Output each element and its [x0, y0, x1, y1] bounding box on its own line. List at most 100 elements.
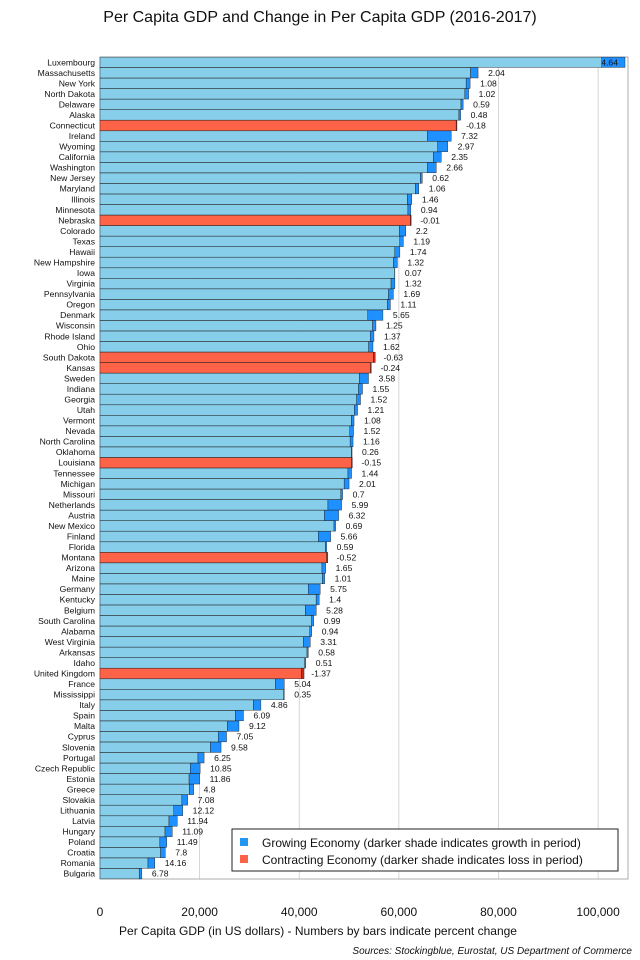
bar-growth-segment [305, 604, 317, 616]
category-label: North Carolina [40, 437, 96, 447]
category-label: Virginia [66, 279, 95, 289]
bar-group [99, 373, 369, 384]
category-label: Netherlands [49, 500, 95, 510]
category-label: Vermont [63, 416, 96, 426]
category-label: West Virginia [45, 637, 96, 647]
change-label: 0.69 [346, 521, 363, 531]
bar-loss-segment [410, 214, 412, 226]
category-label: Mississippi [53, 690, 95, 700]
bar-growth-segment [318, 531, 331, 542]
change-label: 7.8 [175, 848, 187, 858]
change-label: 0.94 [322, 626, 339, 636]
change-label: 0.51 [316, 658, 333, 668]
bar-growth-segment [460, 99, 464, 110]
bar-growth-segment [387, 299, 391, 311]
bar [99, 330, 371, 342]
bar [99, 246, 395, 258]
bar-group [99, 815, 178, 827]
bar [99, 636, 304, 648]
change-label: 6.78 [152, 869, 169, 879]
bar [99, 467, 349, 479]
bar [99, 552, 327, 563]
bar-growth-segment [189, 784, 194, 795]
bar-growth-segment [399, 236, 404, 247]
change-label: 0.62 [432, 173, 449, 183]
bar [99, 541, 326, 553]
bar [99, 625, 310, 637]
category-label: South Carolina [38, 616, 95, 626]
source-note: Sources: Stockingblue, Eurostat, US Depa… [352, 946, 632, 957]
bar [99, 373, 360, 384]
bar [99, 499, 329, 511]
change-label: 3.58 [378, 373, 395, 383]
bar-group [99, 625, 312, 637]
bar-group [99, 488, 343, 500]
change-label: 5.66 [341, 532, 358, 542]
bar [99, 773, 190, 785]
bar-growth-segment [358, 383, 363, 395]
change-label: 6.25 [214, 753, 231, 763]
bar-growth-segment [283, 689, 285, 700]
bar [99, 415, 352, 426]
bar-group [99, 552, 329, 563]
bar-loss-segment [370, 362, 372, 374]
change-label: 1.69 [403, 289, 420, 299]
bar-group [99, 520, 336, 532]
change-label: 0.59 [473, 99, 490, 109]
category-label: Ireland [69, 131, 95, 141]
x-tick-label: 100,000 [576, 905, 620, 919]
category-label: Pennsylvania [44, 289, 95, 299]
bar [99, 857, 149, 869]
bar-growth-segment [420, 172, 423, 184]
change-label: 12.12 [193, 806, 215, 816]
bar-growth-segment [315, 594, 320, 606]
change-label: 1.08 [480, 78, 497, 88]
change-label: 7.05 [237, 732, 254, 742]
legend-label-growing: Growing Economy (darker shade indicates … [262, 836, 581, 850]
category-label: Portugal [63, 753, 95, 763]
change-label: -0.18 [466, 121, 486, 131]
bar-growth-segment [159, 836, 167, 848]
category-label: Czech Republic [35, 763, 96, 773]
category-label: Missouri [63, 489, 95, 499]
bar [99, 204, 409, 216]
bar-growth-segment [399, 225, 407, 237]
bar [99, 488, 342, 500]
change-label: 1.52 [364, 426, 381, 436]
bar-growth-segment [168, 815, 178, 827]
x-tick-label: 40,000 [281, 905, 318, 919]
x-axis-label: Per Capita GDP (in US dollars) - Numbers… [119, 924, 517, 938]
bar-growth-segment [427, 162, 437, 174]
x-tick-label: 60,000 [381, 905, 418, 919]
change-label: 9.58 [231, 742, 248, 752]
bar [99, 826, 166, 837]
bar-group [99, 362, 372, 374]
category-label: United Kingdom [34, 669, 95, 679]
bar [99, 573, 323, 585]
category-label: Texas [73, 236, 95, 246]
bar-group [99, 752, 205, 764]
change-label: 1.52 [371, 395, 388, 405]
category-label: Louisiana [58, 458, 95, 468]
category-label: North Dakota [44, 89, 95, 99]
category-label: Oklahoma [56, 447, 95, 457]
change-label: 11.94 [187, 816, 208, 826]
change-label: 1.46 [422, 194, 439, 204]
category-label: Poland [68, 837, 95, 847]
bar-group [99, 868, 143, 880]
category-label: Connecticut [50, 121, 96, 131]
bar [99, 583, 309, 595]
bar-group [99, 531, 331, 542]
bar-growth-segment [370, 330, 375, 342]
category-label: California [59, 152, 96, 162]
bar [99, 689, 284, 700]
category-label: Tennessee [53, 468, 95, 478]
bar-growth-segment [235, 710, 244, 722]
bar [99, 425, 350, 437]
bar-loss-segment [455, 120, 458, 131]
bar-growth-segment [304, 657, 306, 669]
category-label: Greece [67, 784, 95, 794]
change-label: 0.94 [421, 205, 438, 215]
change-label: 0.99 [324, 616, 341, 626]
